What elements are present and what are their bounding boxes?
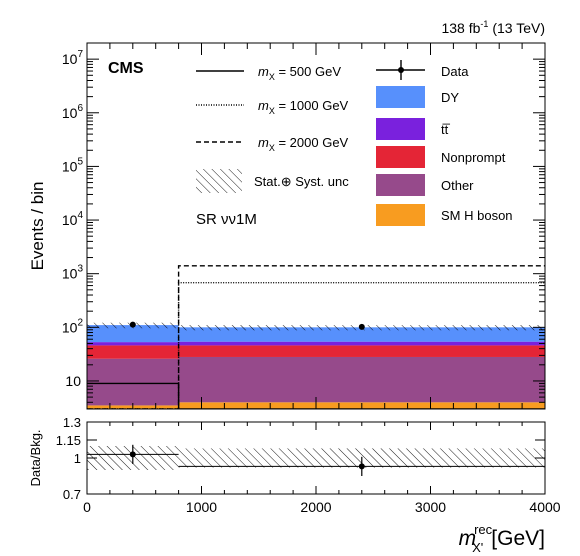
y-tick-label: 105 [62, 156, 84, 174]
ratio-point-1 [358, 463, 365, 470]
legend-swatch-other [376, 174, 425, 196]
stack-bar-4-bin-1 [178, 327, 545, 342]
svg-text:Data: Data [441, 64, 469, 79]
svg-text:mX = 2000 GeV: mX = 2000 GeV [258, 135, 349, 153]
x-tick-label: 2000 [300, 499, 331, 515]
data-point-1 [358, 323, 365, 330]
stack-bar-1-bin-1 [178, 356, 545, 403]
ratio-y-tick-label: 1.3 [63, 415, 81, 430]
legend-backgrounds: DY tt̅ Nonprompt Other SM H boson [376, 86, 513, 226]
legend-data: Data [376, 60, 469, 80]
background-stack [87, 325, 545, 409]
legend-swatch-tt [376, 118, 425, 140]
y-tick-label: 104 [62, 210, 84, 228]
y-axis-label: Events / bin [28, 182, 47, 271]
legend-unc: Stat.⊕ Syst. unc [196, 169, 349, 193]
stack-bar-2-bin-1 [178, 345, 545, 357]
svg-text:mX = 500 GeV: mX = 500 GeV [258, 64, 341, 82]
y-tick-label: 10 [65, 373, 81, 389]
ratio-y-tick-label: 1 [74, 451, 81, 466]
ratio-y-tick-label: 0.7 [63, 487, 81, 502]
y-tick-label: 103 [62, 264, 84, 282]
legend-label-other: Other [441, 178, 474, 193]
ratio-points [87, 444, 545, 476]
data-point-0 [129, 321, 136, 328]
data-points [129, 321, 365, 330]
legend-signal-500: mX = 500 GeV [196, 64, 341, 82]
ratio-y-label: Data/Bkg. [28, 429, 43, 486]
lumi-label: 138 fb-1 (13 TeV) [441, 19, 545, 36]
legend-label-dy: DY [441, 90, 459, 105]
ratio-point-0 [129, 451, 136, 458]
region-label: SR νν1M [196, 211, 257, 228]
x-axis-label: mrec X' [GeV] [459, 522, 545, 555]
legend-swatch-nonprompt [376, 146, 425, 168]
main-axis: 10 102 103 104 105 106 107 [62, 42, 546, 410]
x-tick-label: 1000 [186, 499, 217, 515]
legend-swatch-dy [376, 86, 425, 108]
y-tick-label: 107 [62, 49, 84, 67]
x-tick-label: 4000 [529, 499, 560, 515]
stack-bar-1-bin-0 [87, 358, 179, 406]
stack-bar-3-bin-1 [178, 341, 545, 346]
svg-text:mX = 1000 GeV: mX = 1000 GeV [258, 98, 349, 116]
cms-label: CMS [108, 60, 144, 77]
y-tick-label: 106 [62, 103, 84, 121]
x-tick-label: 3000 [415, 499, 446, 515]
ratio-axis: 0.7 1 1.15 1.3 0 1000 2000 3000 4000 [56, 415, 561, 515]
signal-lines [87, 265, 545, 409]
legend: mX = 500 GeV mX = 1000 GeV mX = 2000 GeV… [196, 60, 513, 226]
stack-bar-4-bin-0 [87, 325, 179, 343]
legend-label-smh: SM H boson [441, 208, 513, 223]
svg-text:Stat.⊕ Syst. unc: Stat.⊕ Syst. unc [254, 174, 349, 189]
legend-label-tt: tt̅ [441, 122, 450, 137]
signal-line-2 [87, 265, 545, 409]
y-tick-label: 102 [62, 317, 84, 335]
x-tick-label: 0 [83, 499, 91, 515]
ratio-y-tick-label: 1.15 [56, 433, 81, 448]
stack-bar-2-bin-0 [87, 345, 179, 359]
stack-bar-3-bin-0 [87, 342, 179, 346]
legend-label-nonprompt: Nonprompt [441, 150, 506, 165]
legend-signal-1000: mX = 1000 GeV [196, 98, 349, 116]
legend-swatch-smh [376, 204, 425, 226]
legend-signal-2000: mX = 2000 GeV [196, 135, 349, 153]
